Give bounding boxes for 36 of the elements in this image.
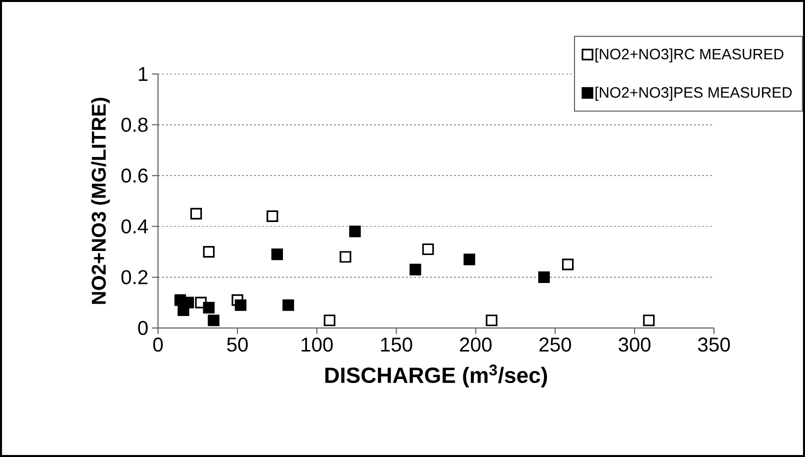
point (643, 314, 655, 326)
x-tick-label: 0 (153, 338, 163, 352)
y-tick-label: 0.4 (121, 219, 148, 234)
point (234, 299, 246, 311)
point (349, 226, 361, 238)
x-tick-label: 50 (227, 338, 248, 352)
point (324, 314, 336, 326)
point (422, 243, 434, 256)
point (271, 248, 283, 260)
y-tick-label: 0.8 (121, 118, 148, 132)
point (282, 299, 294, 311)
y-tick-label: 0.2 (121, 270, 148, 284)
x-tick-label: 150 (381, 338, 412, 352)
y-axis-title: NO2+NO3 (MG/LITRE) (91, 98, 110, 304)
x-tick-label: 250 (539, 338, 572, 352)
point (190, 208, 202, 220)
point (203, 246, 215, 258)
legend-label: [NO2+NO3]PES MEASURED (596, 86, 792, 101)
point (208, 314, 220, 326)
point (203, 302, 215, 314)
point (266, 210, 278, 222)
point (340, 251, 352, 263)
y-tick-label: 0 (138, 320, 148, 336)
x-tick-label: 200 (460, 338, 492, 352)
point (538, 271, 550, 283)
point (464, 254, 476, 266)
x-tick-label: 100 (302, 338, 333, 352)
x-tick-label: 300 (618, 338, 650, 352)
x-tick-label: 350 (698, 338, 730, 352)
point (486, 314, 498, 326)
x-axis-title: DISCHARGE (m$^{3}$/sec) (325, 364, 548, 388)
y-tick-label: 0.6 (121, 168, 148, 183)
y-tick-label: 1 (138, 67, 148, 81)
point (562, 258, 574, 270)
point (410, 264, 422, 276)
legend-label: [NO2+NO3]RC MEASURED (596, 48, 784, 62)
